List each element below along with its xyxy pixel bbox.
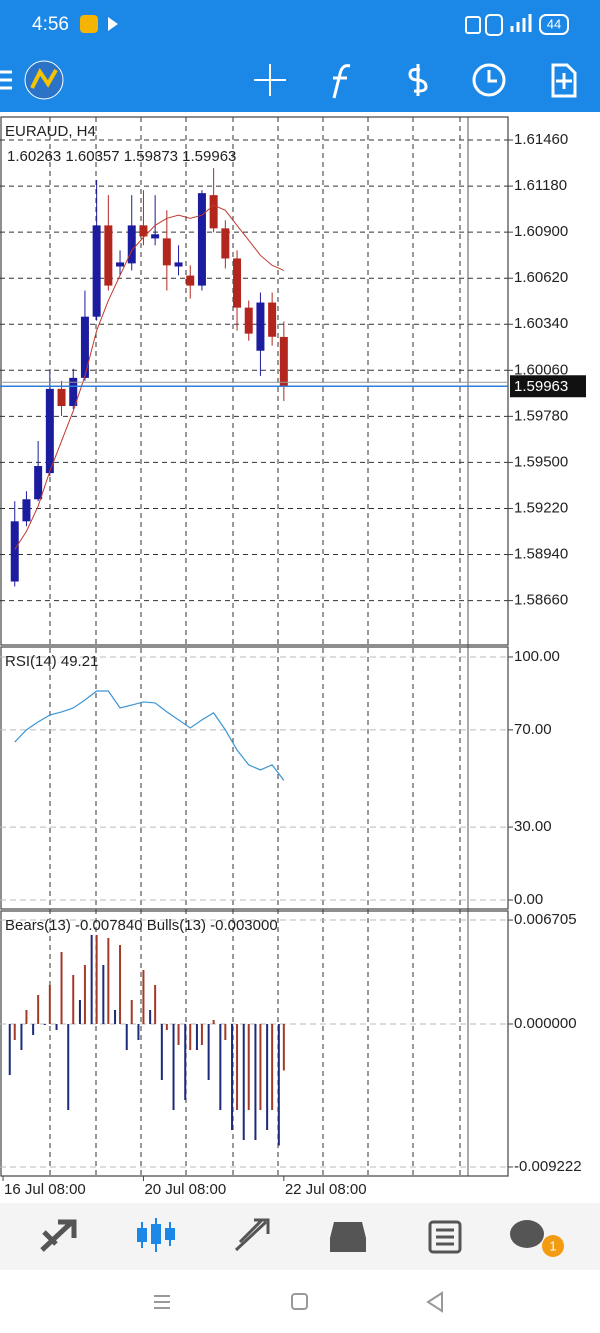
new-order-button[interactable] xyxy=(551,63,577,98)
candle-body xyxy=(104,225,113,286)
candle-body xyxy=(116,262,125,267)
moving-average xyxy=(14,204,285,550)
candle-body xyxy=(92,225,101,317)
candle-body xyxy=(80,316,89,378)
candle-body xyxy=(10,521,19,582)
trade-button[interactable] xyxy=(408,64,428,96)
candle-body xyxy=(244,307,253,334)
news-tab[interactable] xyxy=(428,1220,462,1254)
x-tick-label: 22 Jul 08:00 xyxy=(285,1181,367,1198)
chart-area: 1.61460 1.61180 1.60900 1.60620 1.60340 1.600… xyxy=(0,112,600,1203)
badge-count: 1 xyxy=(549,1238,556,1253)
app-header xyxy=(0,0,600,112)
y-tick-label: 1.58940 xyxy=(514,546,568,563)
battery-level: 44 xyxy=(547,16,561,31)
history-button xyxy=(487,70,497,83)
y-tick-label: 1.61460 xyxy=(514,131,568,148)
candle-body xyxy=(162,238,171,266)
chat-tab[interactable] xyxy=(510,1220,544,1248)
y-tick-label: 1.59780 xyxy=(514,407,568,424)
menu-button[interactable] xyxy=(0,70,12,90)
chart-tab xyxy=(151,1224,161,1244)
back-button[interactable] xyxy=(426,1291,443,1313)
panel-border xyxy=(0,646,509,910)
y-tick-label: 1.60340 xyxy=(514,315,568,332)
y-tick-label: -0.009222 xyxy=(514,1158,582,1175)
y-tick-label: 0.006705 xyxy=(514,911,577,928)
y-tick-label: 1.60900 xyxy=(514,223,568,240)
chart-subtitle: 1.60263 1.60357 1.59873 1.59963 xyxy=(7,148,236,165)
indicator-line xyxy=(14,690,285,781)
last-price-label: 1.59963 xyxy=(514,378,568,395)
y-tick-label: 30.00 xyxy=(514,818,552,835)
status-icon xyxy=(80,15,98,33)
history-button[interactable] xyxy=(472,63,506,97)
indicators-button[interactable] xyxy=(332,64,351,99)
bottom-nav xyxy=(0,1203,600,1270)
y-tick-label: 1.60620 xyxy=(514,269,568,286)
system-nav xyxy=(0,1270,600,1333)
panel-border xyxy=(0,116,509,646)
battery xyxy=(539,14,569,35)
y-tick-label: 1.60060 xyxy=(514,361,568,378)
last-price-tag xyxy=(510,375,586,398)
status-icon xyxy=(485,14,503,36)
signal-icon xyxy=(510,14,532,32)
status-icon xyxy=(108,17,118,31)
panel-title: RSI(14) 49.21 xyxy=(5,653,98,670)
badge xyxy=(542,1235,564,1257)
candle-body xyxy=(174,262,183,267)
y-tick-label: 0.000000 xyxy=(514,1015,577,1032)
chart-tab xyxy=(137,1228,147,1242)
candle-body xyxy=(256,302,265,351)
candle-body xyxy=(221,228,230,259)
news-tab xyxy=(436,1228,454,1246)
candle-body xyxy=(45,388,54,474)
history-tab[interactable] xyxy=(330,1222,366,1252)
y-tick-label: 1.59500 xyxy=(514,453,568,470)
home-button[interactable] xyxy=(291,1293,308,1310)
candle-body xyxy=(151,234,160,239)
candle-body xyxy=(69,377,78,407)
recents-button[interactable] xyxy=(154,1295,170,1309)
candle-body xyxy=(186,275,195,286)
candle-body xyxy=(279,336,288,387)
candle-body xyxy=(197,193,206,286)
y-tick-label: 0.00 xyxy=(514,891,543,908)
status-time: 4:56 xyxy=(32,14,69,35)
candle-body xyxy=(268,302,277,337)
y-tick-label: 1.61180 xyxy=(514,177,567,194)
y-tick-label: 100.00 xyxy=(514,648,560,665)
candle-body xyxy=(139,225,148,237)
crosshair-button[interactable] xyxy=(254,64,286,96)
candle-body xyxy=(209,195,218,229)
app-logo xyxy=(30,68,58,89)
quotes-tab[interactable] xyxy=(40,1219,77,1252)
x-tick-label: 20 Jul 08:00 xyxy=(144,1181,226,1198)
y-tick-label: 70.00 xyxy=(514,721,552,738)
panel-border xyxy=(0,910,509,1177)
candle-body xyxy=(34,466,43,500)
trade-tab[interactable] xyxy=(234,1218,270,1252)
candle-body xyxy=(127,225,136,264)
y-tick-label: 1.58660 xyxy=(514,592,568,609)
candle-body xyxy=(22,499,31,522)
status-icon xyxy=(465,16,481,34)
candle-body xyxy=(57,388,66,407)
x-tick-label: 16 Jul 08:00 xyxy=(4,1181,86,1198)
candle-body xyxy=(233,258,242,308)
panel-title: EURAUD, H4 xyxy=(5,123,96,140)
y-tick-label: 1.59220 xyxy=(514,499,568,516)
panel-title: Bears(13) -0.007840 Bulls(13) -0.003000 xyxy=(5,917,278,934)
chart-tab xyxy=(165,1228,175,1240)
